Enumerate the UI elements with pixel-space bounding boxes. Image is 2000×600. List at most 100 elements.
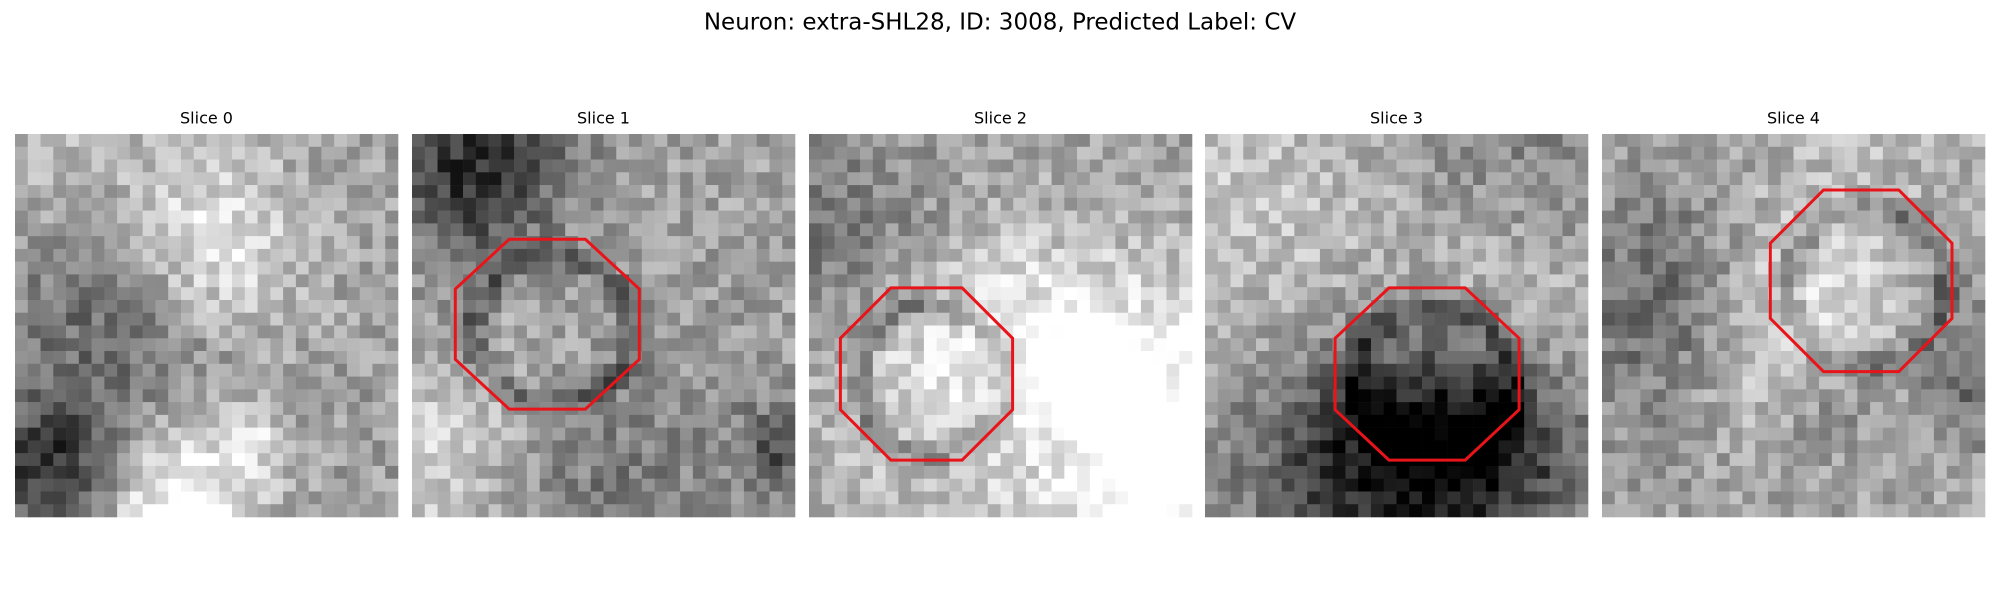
pixel [1780, 210, 1794, 224]
pixel [1857, 197, 1871, 211]
pixel [885, 414, 899, 428]
pixel [1627, 172, 1641, 186]
pixel [1793, 325, 1807, 339]
pixel [1089, 261, 1103, 275]
pixel [1102, 274, 1116, 288]
pixel [1575, 223, 1589, 237]
pixel [1729, 236, 1743, 250]
pixel [1857, 134, 1871, 148]
pixel [782, 172, 796, 186]
pixel [321, 491, 335, 505]
pixel [1319, 491, 1333, 505]
pixel [565, 376, 579, 390]
pixel [1691, 261, 1705, 275]
pixel [616, 159, 630, 173]
pixel [1780, 299, 1794, 314]
pixel [1051, 146, 1065, 160]
pixel [78, 440, 92, 454]
pixel [1077, 312, 1091, 326]
pixel [1000, 248, 1014, 262]
pixel [1422, 146, 1436, 160]
pixel [1307, 299, 1321, 314]
pixel [1933, 312, 1947, 326]
pixel [437, 440, 451, 454]
pixel [117, 134, 131, 148]
pixel [629, 172, 643, 186]
pixel [1524, 210, 1538, 224]
pixel [1383, 427, 1397, 441]
pixel [1051, 465, 1065, 479]
pixel [987, 261, 1001, 275]
pixel [1243, 248, 1257, 262]
pixel [1256, 478, 1270, 492]
pixel [641, 478, 655, 492]
pixel [1742, 389, 1756, 403]
pixel [1767, 504, 1782, 518]
pixel [193, 440, 207, 454]
pixel [232, 325, 246, 339]
pixel [641, 440, 655, 454]
pixel [1857, 325, 1871, 339]
pixel [321, 478, 335, 492]
pixel [283, 261, 297, 275]
pixel [1882, 248, 1896, 262]
pixel [1422, 465, 1436, 479]
pixel [667, 274, 681, 288]
pixel [1972, 210, 1986, 224]
pixel [834, 248, 848, 262]
pixel [692, 274, 706, 288]
pixel [1294, 453, 1308, 467]
pixel [1243, 478, 1257, 492]
pixel [705, 325, 719, 339]
pixel [1665, 376, 1679, 390]
pixel [244, 465, 258, 479]
pixel [501, 351, 515, 365]
pixel [616, 491, 630, 505]
pixel [1396, 376, 1410, 390]
pixel [974, 453, 989, 467]
pixel [1933, 274, 1947, 288]
pixel [1179, 299, 1193, 314]
pixel [1038, 440, 1052, 454]
pixel [692, 440, 706, 454]
pixel [180, 172, 195, 186]
pixel [539, 185, 553, 199]
pixel [193, 248, 207, 262]
pixel [1064, 248, 1078, 262]
pixel [450, 210, 464, 224]
pixel [1026, 159, 1040, 173]
pixel [1473, 465, 1487, 479]
pixel [295, 465, 309, 479]
pixel [1857, 504, 1871, 518]
pixel [1345, 478, 1359, 492]
pixel [1844, 453, 1858, 467]
pixel [654, 402, 668, 416]
pixel [1345, 363, 1359, 377]
pixel [1511, 478, 1525, 492]
pixel [898, 351, 912, 365]
pixel [514, 223, 528, 237]
pixel [1409, 414, 1423, 428]
pixel [718, 363, 732, 377]
pixel [1473, 325, 1487, 339]
pixel [552, 185, 566, 199]
pixel [705, 210, 719, 224]
pixel [1653, 299, 1667, 314]
pixel [1908, 325, 1922, 339]
pixel [705, 491, 719, 505]
pixel [1268, 453, 1282, 467]
pixel [1217, 478, 1231, 492]
pixel [40, 197, 54, 211]
pixel [860, 223, 874, 237]
pixel [616, 427, 630, 441]
pixel [412, 376, 426, 390]
pixel [1819, 287, 1833, 301]
pixel [1102, 427, 1116, 441]
pixel [501, 478, 515, 492]
pixel [1549, 414, 1563, 428]
pixel [501, 197, 515, 211]
pixel [1345, 172, 1359, 186]
pixel [334, 236, 348, 250]
pixel [680, 185, 694, 199]
pixel [949, 465, 963, 479]
